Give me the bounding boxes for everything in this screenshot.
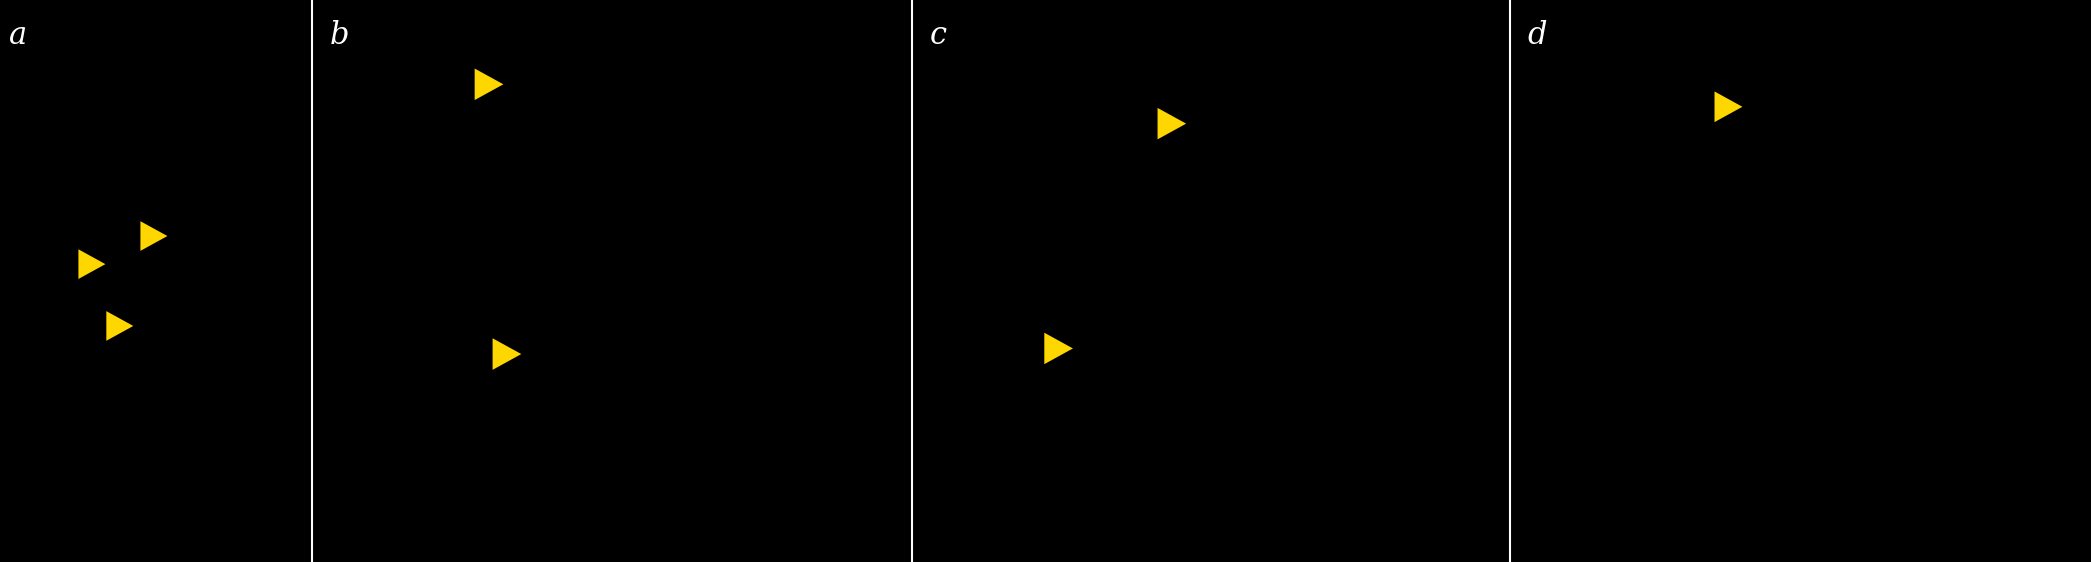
Polygon shape (140, 221, 167, 251)
Polygon shape (79, 250, 105, 279)
Polygon shape (107, 311, 134, 341)
Text: a: a (8, 20, 27, 51)
Polygon shape (475, 69, 504, 100)
Polygon shape (1158, 108, 1186, 139)
Polygon shape (1043, 333, 1073, 364)
Text: d: d (1526, 20, 1547, 51)
Polygon shape (1715, 92, 1742, 122)
Polygon shape (493, 338, 521, 370)
Text: c: c (930, 20, 947, 51)
Text: b: b (330, 20, 349, 51)
